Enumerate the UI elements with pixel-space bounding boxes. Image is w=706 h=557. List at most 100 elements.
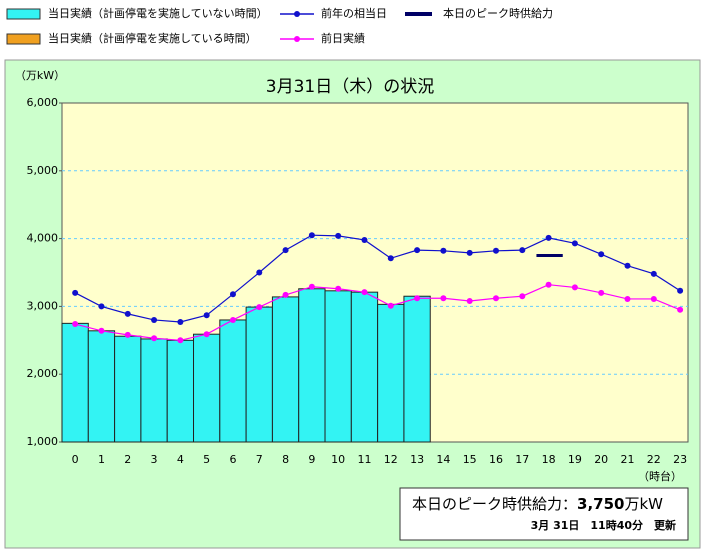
point: [177, 337, 184, 344]
x-tick-label: 23: [673, 453, 687, 466]
peak-caption-text: 本日のピーク時供給力：: [412, 495, 577, 513]
point: [440, 295, 447, 302]
point: [203, 331, 210, 338]
bar: [193, 333, 221, 443]
point: [98, 327, 105, 334]
point: [650, 270, 657, 277]
point: [308, 283, 315, 290]
x-tick-label: 20: [594, 453, 608, 466]
point: [598, 251, 605, 258]
point: [677, 287, 684, 294]
peak-unit: 万kW: [624, 495, 663, 513]
point: [545, 234, 552, 241]
y-tick-label: 4,000: [27, 232, 59, 245]
point: [98, 303, 105, 310]
legend-swatch: [6, 8, 41, 20]
point: [598, 289, 605, 296]
point: [282, 291, 289, 298]
x-tick-label: 10: [331, 453, 345, 466]
x-tick-label: 11: [357, 453, 371, 466]
x-tick-label: 12: [384, 453, 398, 466]
legend-label: 当日実績（計画停電を実施している時間）: [48, 31, 257, 45]
point: [677, 306, 684, 313]
chart-title: 3月31日（木）の状況: [266, 77, 434, 97]
point: [335, 285, 342, 292]
x-tick-label: 17: [515, 453, 529, 466]
bar: [403, 295, 431, 443]
point: [440, 247, 447, 254]
point: [492, 247, 499, 254]
y-tick-label: 6,000: [27, 96, 59, 109]
x-tick-label: 13: [410, 453, 424, 466]
bar: [61, 322, 89, 443]
point: [256, 304, 263, 311]
bar: [271, 296, 300, 443]
peak-caption: 本日のピーク時供給力：3,750万kW: [412, 495, 663, 513]
x-tick-label: 22: [647, 453, 661, 466]
point: [492, 295, 499, 302]
point: [151, 335, 158, 342]
x-tick-label: 7: [256, 453, 263, 466]
legend-label: 前年の相当日: [321, 6, 387, 20]
point: [571, 284, 578, 291]
x-tick-label: 18: [542, 453, 556, 466]
legend-swatch: [6, 33, 41, 45]
x-tick-label: 21: [621, 453, 635, 466]
point: [571, 240, 578, 247]
peak-value: 3,750: [577, 495, 624, 513]
x-tick-label: 14: [436, 453, 450, 466]
point: [519, 293, 526, 300]
point: [414, 247, 421, 254]
point: [282, 247, 289, 254]
point: [124, 331, 131, 338]
bar: [377, 303, 405, 443]
point: [361, 236, 368, 243]
y-tick-label: 5,000: [27, 164, 59, 177]
point: [650, 295, 657, 302]
line: [74, 234, 681, 323]
point: [72, 289, 79, 296]
x-tick-label: 16: [489, 453, 503, 466]
bar: [140, 338, 168, 443]
point: [361, 289, 368, 296]
point: [308, 232, 315, 239]
bar: [166, 339, 195, 443]
y-tick-label: 3,000: [27, 299, 59, 312]
point: [256, 269, 263, 276]
y-tick-label: 2,000: [27, 367, 59, 380]
x-tick-label: 2: [124, 453, 131, 466]
legend-label: 当日実績（計画停電を実施していない時間）: [48, 6, 268, 20]
bar: [245, 306, 273, 443]
point: [177, 318, 184, 325]
x-tick-label: 6: [229, 453, 236, 466]
legend-marker: [294, 11, 300, 17]
legend-label: 本日のピーク時供給力: [443, 6, 553, 20]
legend-label: 前日実績: [321, 31, 365, 45]
y-tick-label: 1,000: [27, 435, 59, 448]
y-axis-label: （万kW）: [15, 69, 65, 82]
update-time: 3月 31日 11時40分 更新: [531, 518, 676, 532]
x-tick-label: 4: [177, 453, 184, 466]
bar: [298, 288, 326, 443]
point: [466, 249, 473, 256]
point: [151, 316, 158, 323]
point: [519, 247, 526, 254]
x-axis-label: （時台）: [638, 469, 682, 483]
point: [545, 281, 552, 288]
x-tick-label: 8: [282, 453, 289, 466]
x-tick-label: 5: [203, 453, 210, 466]
line: [75, 284, 681, 341]
legend-marker: [294, 36, 300, 42]
bar: [114, 335, 142, 443]
bar: [219, 319, 247, 443]
point: [387, 302, 394, 309]
bar: [350, 291, 379, 443]
peak-box: [399, 487, 689, 541]
x-tick-label: 3: [151, 453, 158, 466]
point: [203, 312, 210, 319]
point: [387, 255, 394, 262]
x-tick-label: 1: [98, 453, 105, 466]
x-tick-label: 9: [308, 453, 315, 466]
x-tick-label: 0: [72, 453, 79, 466]
